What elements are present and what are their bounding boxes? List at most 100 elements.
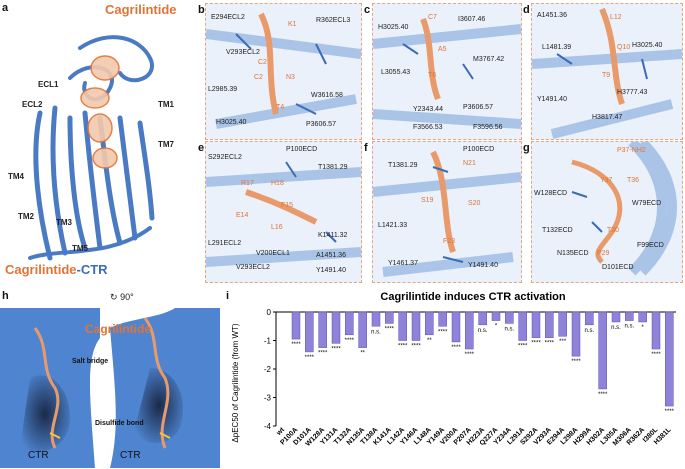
inset-e: P100ECD S292ECL2 T1381.29 K1411.32 L291E… xyxy=(205,141,362,283)
ligand-b-3: T4 xyxy=(276,104,285,111)
ligand-e-3: F15 xyxy=(281,202,294,209)
panel-letter-b: b xyxy=(198,4,205,16)
panel-letter-c: c xyxy=(364,4,371,16)
bar-Y146A xyxy=(411,311,421,341)
panel-a-ligand-title: Cagrilintide xyxy=(105,2,177,17)
panel-letter-a: a xyxy=(2,2,9,14)
significance-label: **** xyxy=(651,352,661,358)
label-d-5: H3817.47 xyxy=(592,114,623,121)
tm-label-tm2: TM2 xyxy=(18,212,34,221)
label-d-3: H3777.43 xyxy=(617,89,648,96)
panel-h-ligand: Cagrilintide xyxy=(85,322,152,336)
panel-letter-e: e xyxy=(198,142,205,154)
ligand-b-0: K1 xyxy=(288,21,297,28)
label-d-4: Y1491.40 xyxy=(537,96,567,103)
significance-label: **** xyxy=(305,355,315,361)
bar-L142A xyxy=(398,311,407,341)
bar-chart: Cagrilintide induces CTR activation ΔpEC… xyxy=(231,291,676,448)
label-e-5: V200ECL1 xyxy=(256,250,290,257)
bar-L291A xyxy=(518,311,527,341)
bar-P100A xyxy=(291,311,301,340)
ligand-c-1: A5 xyxy=(438,46,447,53)
significance-label: ** xyxy=(427,338,432,344)
inset-e-art xyxy=(206,161,361,267)
significance-label: n.s. xyxy=(624,324,634,330)
label-f-3: Y1461.37 xyxy=(388,260,418,267)
label-c-7: F3596.56 xyxy=(473,124,503,131)
significance-label: *** xyxy=(559,339,567,345)
bar-E294A xyxy=(558,311,567,337)
significance-label: n.s. xyxy=(371,329,381,335)
label-e-0: P100ECD xyxy=(286,146,318,153)
rotation-label: 90° xyxy=(120,292,134,302)
significance-label: **** xyxy=(331,346,341,352)
panel-letter-h: h xyxy=(2,290,9,302)
label-e-6: V293ECL2 xyxy=(236,264,270,271)
label-e-3: K1411.32 xyxy=(318,232,348,239)
label-e-2: T1381.29 xyxy=(318,164,348,171)
tm-label-tm5: TM5 xyxy=(72,244,88,253)
significance-label: ** xyxy=(360,351,365,357)
bar-L305A xyxy=(611,311,621,323)
label-g-2: W79ECD xyxy=(632,200,662,207)
inset-c: H3025.40 I3607.46 M3767.42 L3055.43 Y234… xyxy=(372,3,522,140)
ligand-g-4: P29 xyxy=(597,250,610,257)
label-f-4: Y1491.40 xyxy=(468,262,498,269)
label-g-4: F99ECD xyxy=(637,242,664,249)
ligand-g-1: Y37 xyxy=(600,177,613,184)
significance-label: **** xyxy=(571,359,581,365)
label-c-4: Y2343.44 xyxy=(413,106,443,113)
label-g-5: D101ECD xyxy=(602,264,634,271)
significance-label: * xyxy=(641,325,644,331)
label-b-0: E294ECL2 xyxy=(211,14,245,21)
significance-label: **** xyxy=(291,342,301,348)
significance-label: **** xyxy=(385,326,395,332)
bar-V200A xyxy=(451,311,461,343)
label-f-1: T1381.29 xyxy=(388,162,418,169)
rotation-indicator: ↻ 90° xyxy=(110,292,134,303)
bar-V293A xyxy=(545,311,554,338)
inset-f-art xyxy=(373,150,521,277)
significance-label: **** xyxy=(451,345,461,351)
ligand-b-1: C2 xyxy=(258,59,267,66)
inset-c-art xyxy=(373,17,521,129)
panel-letter-i: i xyxy=(226,290,230,302)
surface-view xyxy=(0,308,220,468)
ligand-e-4: L16 xyxy=(271,224,283,231)
inset-g: P37-NH2 Y37 T36 T30 P29 W128ECD T132ECD … xyxy=(531,141,683,283)
ligand-c-0: C7 xyxy=(428,14,437,21)
bar-T132A xyxy=(345,311,354,336)
significance-label: **** xyxy=(531,341,541,347)
label-e-7: A1451.36 xyxy=(316,252,346,259)
ligand-f-3: F23 xyxy=(443,238,456,245)
tm-label-tm4: TM4 xyxy=(8,172,24,181)
ctr-label-2: CTR xyxy=(120,450,141,461)
bar-M306A xyxy=(625,311,634,321)
ligand-b-2: N3 xyxy=(286,74,295,81)
bar-I380L xyxy=(651,311,661,350)
y-tick-label: -4 xyxy=(264,422,272,431)
bar-T138A xyxy=(371,311,381,327)
label-e-8: Y1491.40 xyxy=(316,267,346,274)
tm-label-tm7: TM7 xyxy=(158,140,174,149)
y-tick-label: -2 xyxy=(264,365,272,374)
significance-label: **** xyxy=(411,344,421,350)
salt-bridge-label: Salt bridge xyxy=(72,358,109,365)
rotate-icon: ↻ xyxy=(110,292,118,302)
ligand-e-0: R17 xyxy=(241,180,254,187)
label-g-3: N135ECD xyxy=(557,250,589,257)
receptor-structure-a xyxy=(28,35,155,261)
significance-label: n.s. xyxy=(611,325,621,331)
label-b-1: V293ECL2 xyxy=(226,49,260,56)
label-b-5: W3616.58 xyxy=(311,92,343,99)
bar-W128A xyxy=(318,311,327,348)
ligand-e-1: H18 xyxy=(271,180,284,187)
label-d-1: L1481.39 xyxy=(542,44,572,51)
significance-label: **** xyxy=(545,341,555,347)
ligand-b-4: C2 xyxy=(254,74,263,81)
panel-letter-d: d xyxy=(523,4,530,16)
ligand-f-1: S19 xyxy=(421,197,434,204)
chart-title: Cagrilintide induces CTR activation xyxy=(380,291,565,303)
y-tick-label: -1 xyxy=(264,337,272,346)
bar-Q227A xyxy=(491,311,501,321)
